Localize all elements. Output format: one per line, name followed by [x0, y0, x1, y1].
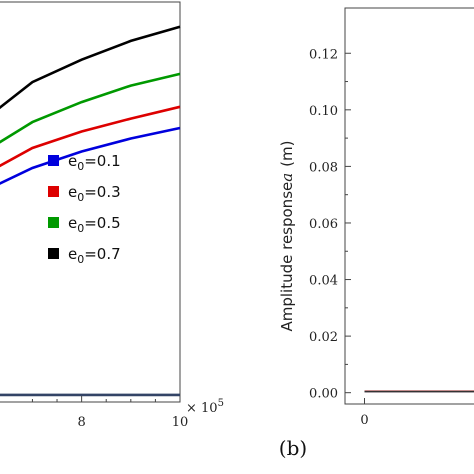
right-plot-frame [344, 7, 474, 405]
right-y-tick-label: 0.06 [309, 217, 338, 232]
panel-label-b: (b) [279, 436, 307, 460]
left-series-line-0 [0, 126, 181, 185]
left-series-line-2 [0, 72, 181, 144]
y-axis-label-text: Amplitude response [278, 182, 296, 332]
right-chart-panel: 0.00 0.02 0.04 0.06 0.08 0.10 0.12 0 Amplitude… [278, 7, 474, 428]
left-x-tick-label: 10 [172, 415, 189, 430]
x-axis-multiplier-exponent: 5 [218, 398, 224, 409]
legend-label-1: e0=0.3 [68, 183, 121, 204]
legend-swatch-3 [48, 248, 59, 259]
right-y-tick-label: 0.08 [309, 160, 338, 175]
x-axis-multiplier: × 105 [186, 398, 224, 416]
left-series-line-3 [0, 25, 181, 110]
left-series-group [0, 25, 181, 397]
right-x-ticks: 0 [360, 398, 369, 428]
x-axis-multiplier-base: × 10 [186, 401, 218, 416]
y-axis-label: Amplitude responsea (m) [278, 140, 296, 331]
left-x-tick-label: 8 [77, 415, 85, 430]
left-chart-panel: 8 10 × 105 e0=0.1 e0=0.3 e0=0.5 e0=0.7 [0, 1, 224, 430]
y-axis-label-unit: (m) [278, 140, 296, 166]
legend: e0=0.1 e0=0.3 e0=0.5 e0=0.7 [48, 152, 121, 266]
left-x-ticks: 8 10 [31, 396, 189, 430]
right-y-tick-label: 0.12 [309, 47, 338, 62]
legend-label-2: e0=0.5 [68, 214, 121, 235]
legend-swatch-2 [48, 217, 59, 228]
y-axis-label-symbol: a [278, 173, 296, 182]
right-y-tick-label: 0.04 [309, 274, 338, 289]
right-y-tick-label: 0.10 [309, 104, 338, 119]
legend-label-0: e0=0.1 [68, 152, 121, 173]
left-series-line-1 [0, 105, 181, 168]
left-plot-frame [0, 1, 181, 403]
right-y-tick-label: 0.02 [309, 330, 338, 345]
legend-label-3: e0=0.7 [68, 245, 121, 266]
right-y-ticks: 0.00 0.02 0.04 0.06 0.08 0.10 0.12 [309, 47, 351, 402]
legend-swatch-1 [48, 186, 59, 197]
legend-swatch-0 [48, 155, 59, 166]
right-y-tick-label: 0.00 [309, 387, 338, 402]
right-x-tick-label: 0 [360, 413, 368, 428]
